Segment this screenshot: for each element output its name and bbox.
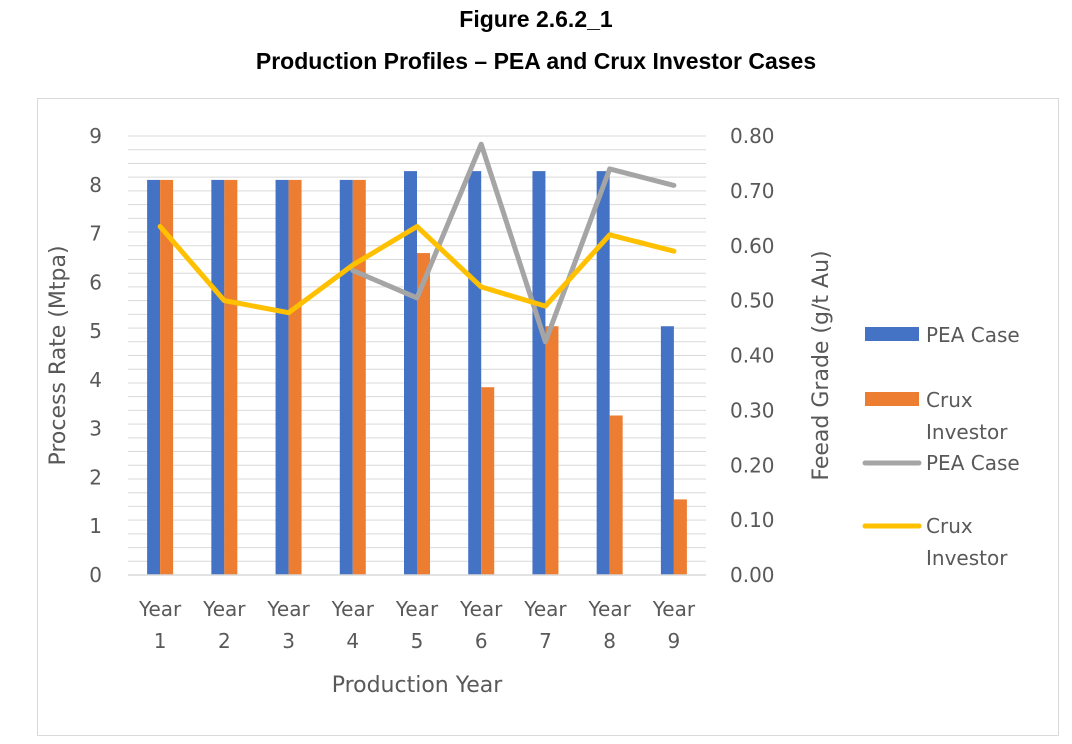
bars (147, 171, 687, 576)
legend-label: PEA Case (926, 451, 1020, 475)
x-tick-label: 3 (282, 629, 295, 653)
x-tick-label: Year (652, 597, 696, 621)
y2-tick-label: 0.80 (730, 124, 775, 148)
x-tick-label: Year (395, 597, 439, 621)
bar-pea-case (532, 171, 546, 575)
y-axis-title: Process Rate (Mtpa) (46, 245, 71, 465)
x-tick-label: 8 (603, 629, 616, 653)
bar-pea-case (147, 179, 161, 575)
y2-tick-label: 0.50 (730, 289, 775, 313)
y2-tick-label: 0.00 (730, 563, 775, 587)
bar-pea-case (211, 179, 225, 575)
legend-label: Crux (926, 514, 973, 538)
chart-frame (37, 98, 1059, 736)
lines (157, 141, 677, 345)
bar-crux-investor (417, 253, 430, 576)
x-tick-label: Year (523, 597, 567, 621)
bar-pea-case (275, 179, 289, 575)
y2-tick-label: 0.30 (730, 398, 775, 422)
y-tick-label: 8 (89, 173, 102, 197)
x-tick-label: Year (138, 597, 182, 621)
bar-pea-case (660, 326, 674, 575)
bar-pea-case (596, 171, 610, 575)
y2-tick-label: 0.60 (730, 234, 775, 258)
bar-pea-case (468, 171, 482, 575)
bar-crux-investor (481, 387, 495, 575)
x-tick-label: 7 (539, 629, 552, 653)
legend-label: Investor (926, 420, 1008, 444)
line-pea-case (350, 141, 677, 345)
x-tick-label: 9 (668, 629, 681, 653)
bar-crux-investor (160, 179, 174, 575)
legend-label: Investor (926, 546, 1008, 570)
y-tick-label: 4 (89, 368, 102, 392)
bar-crux-investor (609, 415, 623, 575)
x-tick-label: 6 (475, 629, 488, 653)
x-tick-label: 2 (218, 629, 231, 653)
figure-number: Figure 2.6.2_1 (459, 6, 613, 32)
bar-crux-investor (545, 326, 559, 575)
y-tick-label: 3 (89, 417, 102, 441)
bar-crux-investor (224, 179, 238, 575)
legend-swatch (865, 392, 919, 406)
y2-axis-title: Feead Grade (g/t Au) (809, 250, 834, 480)
y-tick-label: 7 (89, 222, 102, 246)
line-crux-investor (157, 224, 677, 316)
y-tick-label: 6 (89, 270, 102, 294)
legend-label: Crux (926, 388, 973, 412)
x-tick-label: Year (202, 597, 246, 621)
bar-crux-investor (673, 499, 687, 575)
x-axis-title: Production Year (332, 673, 504, 698)
x-tick-label: 4 (346, 629, 359, 653)
x-tick-label: 1 (154, 629, 167, 653)
x-tick-label: Year (331, 597, 375, 621)
y-tick-label: 0 (89, 563, 102, 587)
y-tick-label: 9 (89, 124, 102, 148)
y2-tick-label: 0.10 (730, 508, 775, 532)
y2-tick-label: 0.70 (730, 179, 775, 203)
figure-title: Production Profiles – PEA and Crux Inves… (255, 48, 817, 74)
axes: 0 1 2 3 4 5 6 7 8 9 0.00 0.10 0.20 0.30 0.40 0.50 0.60 0.… (46, 124, 834, 698)
x-tick-label: Year (266, 597, 310, 621)
y-tick-label: 5 (89, 319, 102, 343)
bar-pea-case (339, 179, 353, 575)
legend-label: PEA Case (926, 323, 1020, 347)
y-tick-label: 2 (89, 465, 102, 489)
x-tick-label: 5 (411, 629, 424, 653)
bar-crux-investor (288, 179, 302, 575)
y2-tick-label: 0.40 (730, 344, 775, 368)
x-tick-label: Year (587, 597, 631, 621)
legend: PEA Case Crux Investor PEA Case Crux Investor (862, 323, 1020, 570)
bar-crux-investor (352, 179, 366, 575)
y2-tick-label: 0.20 (730, 453, 775, 477)
bar-pea-case (404, 171, 417, 575)
y-tick-label: 1 (89, 514, 102, 538)
legend-swatch (865, 327, 919, 341)
x-tick-label: Year (459, 597, 503, 621)
